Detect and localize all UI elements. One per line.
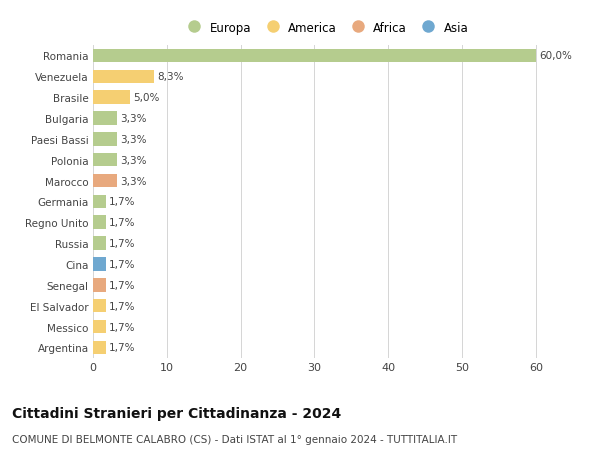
Text: 3,3%: 3,3% [121, 114, 147, 124]
Bar [93, 257, 106, 271]
Text: 3,3%: 3,3% [121, 134, 147, 145]
Bar [93, 195, 106, 209]
Text: 1,7%: 1,7% [109, 197, 135, 207]
Text: Cittadini Stranieri per Cittadinanza - 2024: Cittadini Stranieri per Cittadinanza - 2… [12, 406, 341, 420]
Bar [93, 174, 118, 188]
Bar [93, 320, 106, 334]
Text: 1,7%: 1,7% [109, 342, 135, 353]
Text: 1,7%: 1,7% [109, 259, 135, 269]
Legend: Europa, America, Africa, Asia: Europa, America, Africa, Asia [180, 19, 471, 37]
Bar [93, 237, 106, 250]
Text: 5,0%: 5,0% [133, 93, 159, 103]
Bar [93, 133, 118, 146]
Bar [93, 91, 130, 105]
Text: 8,3%: 8,3% [157, 72, 184, 82]
Text: 1,7%: 1,7% [109, 280, 135, 290]
Text: 60,0%: 60,0% [539, 51, 572, 62]
Bar [93, 341, 106, 354]
Bar [93, 299, 106, 313]
Bar [93, 216, 106, 230]
Bar [93, 70, 154, 84]
Bar [93, 50, 536, 63]
Bar [93, 154, 118, 167]
Text: 3,3%: 3,3% [121, 155, 147, 165]
Text: 1,7%: 1,7% [109, 322, 135, 332]
Text: 3,3%: 3,3% [121, 176, 147, 186]
Text: 1,7%: 1,7% [109, 301, 135, 311]
Bar [93, 112, 118, 125]
Text: COMUNE DI BELMONTE CALABRO (CS) - Dati ISTAT al 1° gennaio 2024 - TUTTITALIA.IT: COMUNE DI BELMONTE CALABRO (CS) - Dati I… [12, 434, 457, 444]
Text: 1,7%: 1,7% [109, 239, 135, 249]
Bar [93, 279, 106, 292]
Text: 1,7%: 1,7% [109, 218, 135, 228]
